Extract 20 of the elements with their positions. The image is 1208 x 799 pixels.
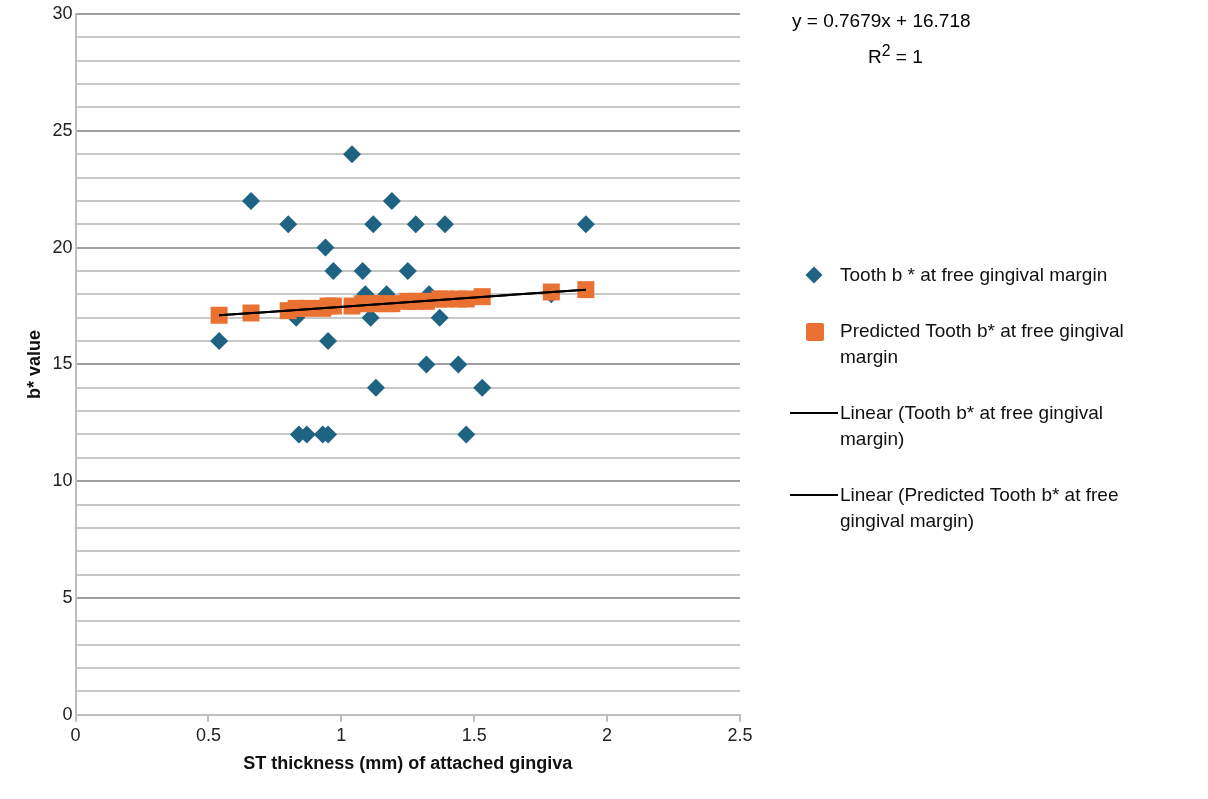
y-tick-label: 10 — [52, 470, 73, 491]
legend-label: Tooth b * at free gingival margin — [840, 263, 1109, 287]
legend-label: Predicted Tooth b* at free gingival margin — [840, 319, 1125, 369]
x-axis-title: ST thickness (mm) of attached gingiva — [243, 753, 574, 774]
text: y = 0.7679x + 16.718 — [792, 10, 971, 32]
text: R$^{2}$ = 1 — [867, 42, 924, 69]
x-tick-label: 2.5 — [727, 724, 753, 745]
x-tick-label: 2 — [602, 724, 613, 745]
y-axis-title: b* value — [23, 329, 44, 399]
y-tick-label: 20 — [52, 236, 73, 257]
y-tick-label: 25 — [52, 119, 73, 140]
y-tick-label: 5 — [62, 586, 73, 607]
x-tick-label: 0.5 — [195, 724, 222, 745]
legend-label: Linear (Tooth b* at free gingival margin) — [840, 401, 1104, 451]
x-tick-label: 1 — [336, 724, 347, 745]
y-tick-label: 30 — [52, 2, 73, 23]
y-tick-label: 15 — [52, 353, 73, 374]
legend-label: Linear (Predicted Tooth b* at free gingival margin) — [840, 483, 1120, 533]
y-tick-label: 0 — [62, 703, 73, 724]
x-tick-label: 1.5 — [461, 724, 487, 745]
